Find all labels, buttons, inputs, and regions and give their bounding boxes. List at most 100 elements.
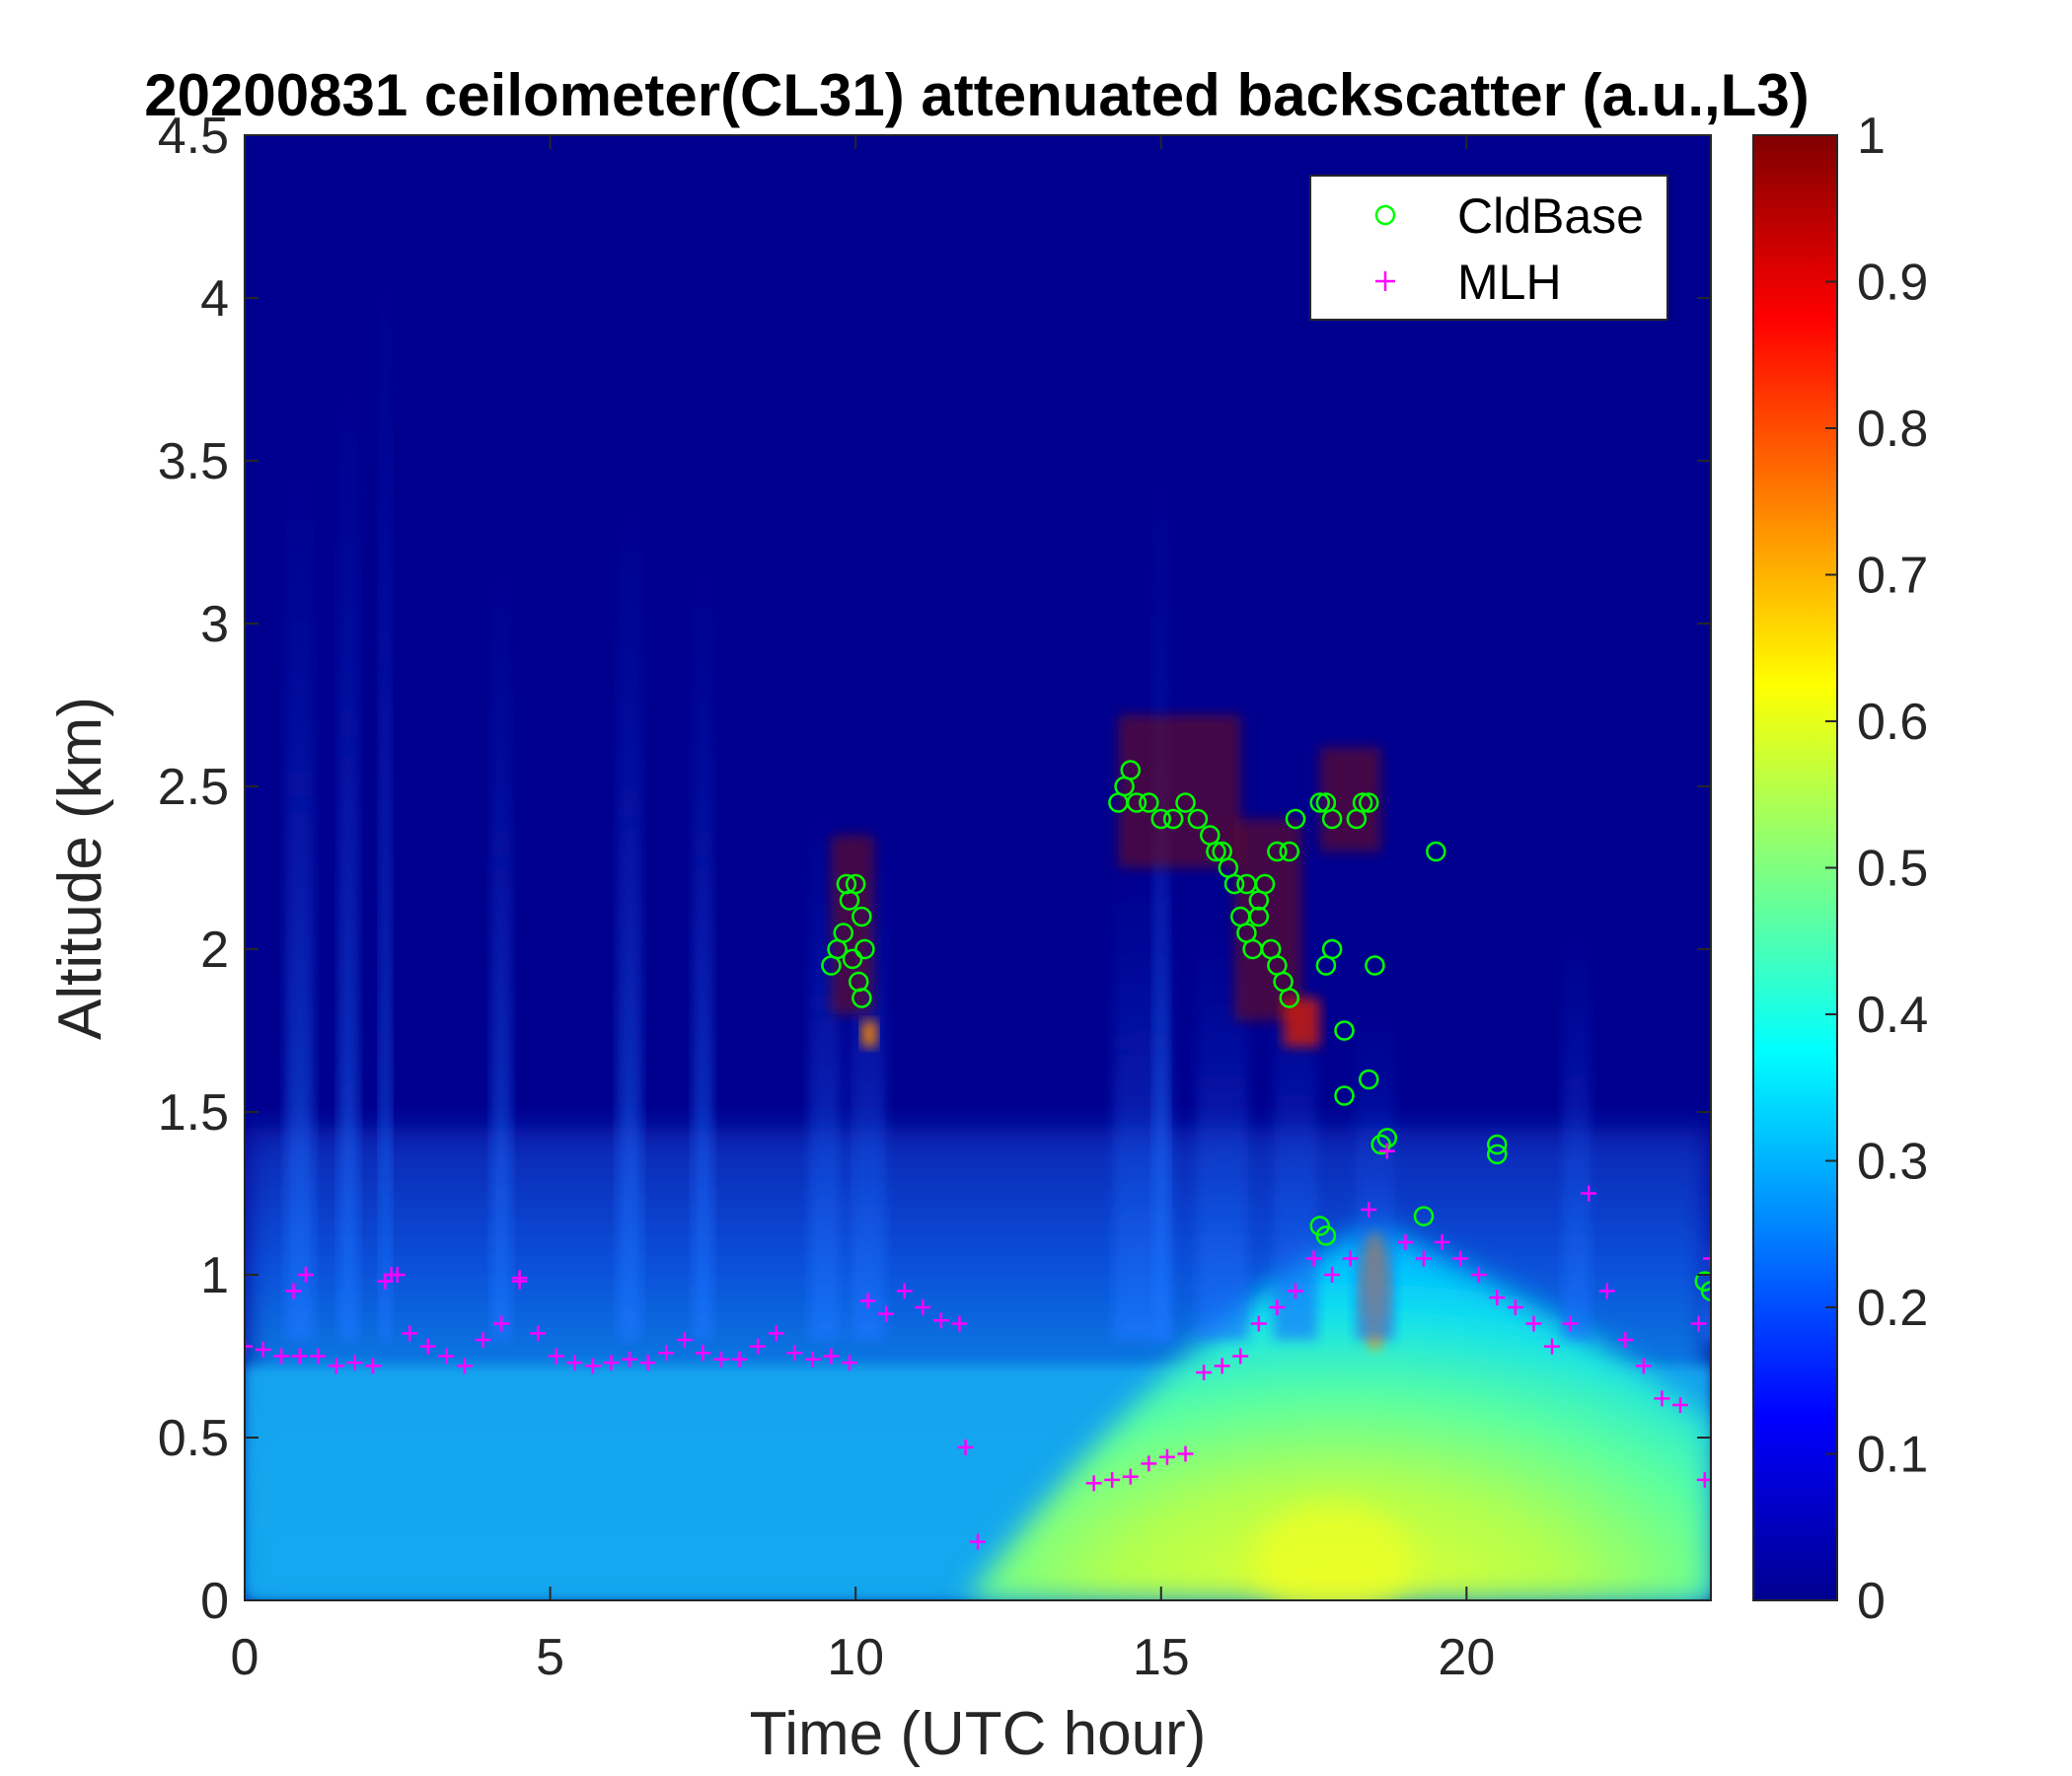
backscatter-plume <box>338 331 359 1340</box>
mlh-point <box>365 1358 382 1374</box>
plot-area <box>245 135 1711 1600</box>
mlh-point <box>1214 1358 1230 1374</box>
mlh-point <box>438 1348 455 1365</box>
mlh-point <box>1141 1455 1157 1472</box>
cldbase-point <box>1370 1134 1391 1155</box>
cldbase-point <box>842 948 863 970</box>
mlh-point <box>475 1332 491 1348</box>
cldbase-point <box>1248 906 1270 927</box>
cldbase-point <box>1267 841 1288 862</box>
mlh-point <box>1250 1315 1267 1332</box>
backscatter-plume <box>379 200 392 1340</box>
cldbase-point <box>1321 808 1343 830</box>
mlh-point <box>1104 1471 1121 1488</box>
colorbar-tick-label: 0.4 <box>1857 987 1928 1044</box>
cldbase-point <box>851 906 872 927</box>
cldbase-point <box>1359 1069 1379 1090</box>
mlh-point <box>1525 1315 1542 1332</box>
mlh-point <box>1470 1267 1487 1283</box>
colorbar-tick-label: 0.5 <box>1857 841 1928 898</box>
y-axis: 0 0.5 1 1.5 2 2.5 3 3.5 4 4.5 <box>158 108 1711 1630</box>
mlh-point <box>511 1270 528 1287</box>
cldbase-point <box>1187 808 1209 830</box>
cldbase-point <box>1285 808 1306 830</box>
mlh-point <box>750 1338 767 1355</box>
mlh-point <box>841 1355 857 1371</box>
mlh-point <box>584 1358 601 1374</box>
mlh-point <box>712 1351 729 1368</box>
mlh-point <box>1269 1299 1286 1315</box>
cldbase-point <box>1223 873 1245 895</box>
colorbar-tick-label: 0.9 <box>1857 255 1928 312</box>
y-tick-label: 0.5 <box>158 1410 229 1467</box>
cldbase-point <box>1126 792 1147 813</box>
legend-cldbase-marker <box>1374 204 1396 226</box>
cldbase-point <box>1248 890 1270 911</box>
cldbase-point <box>1334 1020 1355 1041</box>
mlh-point <box>402 1325 418 1342</box>
cldbase-point <box>1150 808 1171 830</box>
cldbase-point <box>1487 1144 1508 1165</box>
cloud-return-patch <box>1283 998 1320 1047</box>
mlh-point <box>1122 1468 1139 1485</box>
surface-maximum <box>1253 1502 1412 1600</box>
mlh-point <box>1544 1338 1561 1355</box>
mlh-point <box>1287 1283 1303 1299</box>
colorbar-tick-label: 0.2 <box>1857 1280 1928 1337</box>
mlh-point <box>1397 1234 1414 1250</box>
x-tick-label: 0 <box>231 1629 259 1686</box>
cldbase-point <box>1365 955 1385 976</box>
mlh-point <box>896 1283 913 1299</box>
mlh-point <box>1085 1475 1102 1492</box>
mlh-point <box>310 1348 327 1365</box>
legend-mlh-label: MLH <box>1457 255 1562 310</box>
cldbase-point <box>1236 873 1257 895</box>
mlh-point <box>273 1348 290 1365</box>
colorbar-tick-label: 0.1 <box>1857 1427 1928 1484</box>
cldbase-point <box>1175 792 1196 813</box>
colorbar-ticks: 0 0.1 0.2 0.3 0.4 0.5 0.6 0.7 0.8 0.9 1 <box>1825 108 1928 1630</box>
mlh-point <box>1342 1250 1359 1267</box>
mlh-point <box>804 1351 821 1368</box>
mlh-point <box>493 1315 510 1332</box>
cldbase-point <box>1279 988 1300 1008</box>
mlh-point <box>658 1345 675 1362</box>
mlh-point <box>915 1299 931 1315</box>
backscatter-field <box>245 200 1711 1600</box>
mlh-point <box>932 1312 949 1329</box>
mlh-point <box>255 1341 271 1358</box>
mlh-point <box>731 1351 748 1368</box>
mlh-point <box>859 1293 876 1309</box>
cldbase-point <box>1426 841 1446 862</box>
mlh-point <box>1635 1358 1652 1374</box>
mlh-point <box>1434 1234 1450 1250</box>
colorbar-tick-label: 1 <box>1857 108 1886 165</box>
mlh-point <box>377 1273 394 1290</box>
x-axis-label: Time (UTC hour) <box>750 1700 1207 1768</box>
mlh-point <box>1305 1250 1322 1267</box>
cldbase-point <box>1413 1206 1435 1226</box>
y-tick-label: 4.5 <box>158 108 229 165</box>
mlh-point <box>456 1358 473 1374</box>
mlh-point <box>1232 1348 1249 1365</box>
mlh-point <box>1672 1397 1689 1413</box>
cldbase-point <box>1309 792 1330 813</box>
mlh-point <box>1415 1250 1432 1267</box>
cldbase-point <box>1309 1216 1330 1236</box>
mlh-point <box>878 1305 895 1322</box>
cldbase-point <box>1315 1225 1337 1246</box>
x-tick-label: 10 <box>827 1629 884 1686</box>
cldbase-point <box>836 873 857 895</box>
mlh-point <box>291 1348 308 1365</box>
mlh-point <box>957 1439 974 1455</box>
backscatter-plume <box>1562 917 1591 1340</box>
mlh-point <box>639 1355 656 1371</box>
x-tick-label: 20 <box>1438 1629 1495 1686</box>
mlh-point <box>823 1348 840 1365</box>
cldbase-point <box>845 873 866 895</box>
mlh-point <box>1196 1365 1213 1380</box>
legend-cldbase-label: CldBase <box>1457 188 1644 244</box>
cldbase-point <box>1321 938 1343 960</box>
y-tick-label: 1.5 <box>158 1084 229 1142</box>
cldbase-point <box>1694 1271 1711 1292</box>
